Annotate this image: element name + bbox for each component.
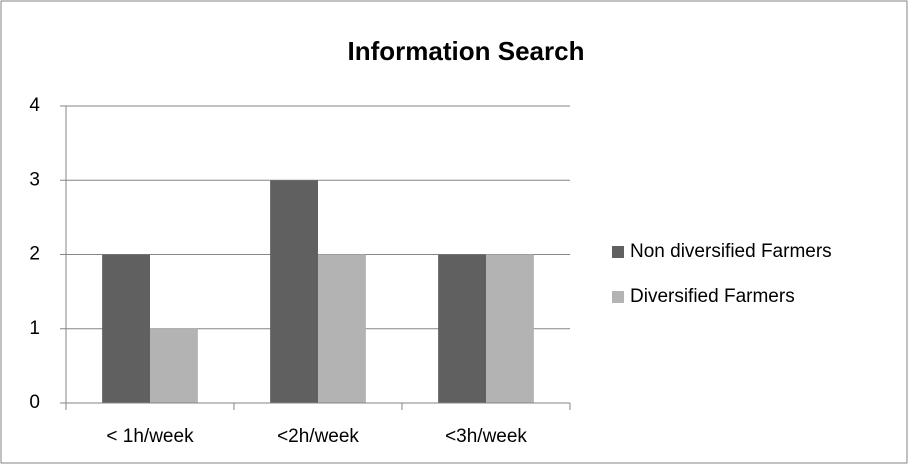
y-tick-label: 1 — [29, 318, 40, 339]
bar — [486, 254, 534, 403]
bar — [318, 254, 366, 403]
legend-swatch — [612, 246, 624, 258]
bar — [102, 254, 150, 403]
bar — [438, 254, 486, 403]
x-tick-label: < 1h/week — [106, 426, 194, 447]
chart-title: Information Search — [348, 36, 585, 66]
legend-label: Diversified Farmers — [630, 286, 795, 307]
y-tick-label: 3 — [29, 169, 40, 190]
y-tick-label: 2 — [29, 244, 40, 265]
y-tick-label: 0 — [29, 392, 40, 413]
x-tick-label: <3h/week — [445, 426, 527, 447]
legend-label: Non diversified Farmers — [630, 241, 832, 262]
x-tick-label: <2h/week — [277, 426, 359, 447]
y-tick-label: 4 — [29, 95, 40, 116]
bar — [270, 180, 318, 403]
bar — [150, 328, 198, 403]
legend-swatch — [612, 291, 624, 303]
